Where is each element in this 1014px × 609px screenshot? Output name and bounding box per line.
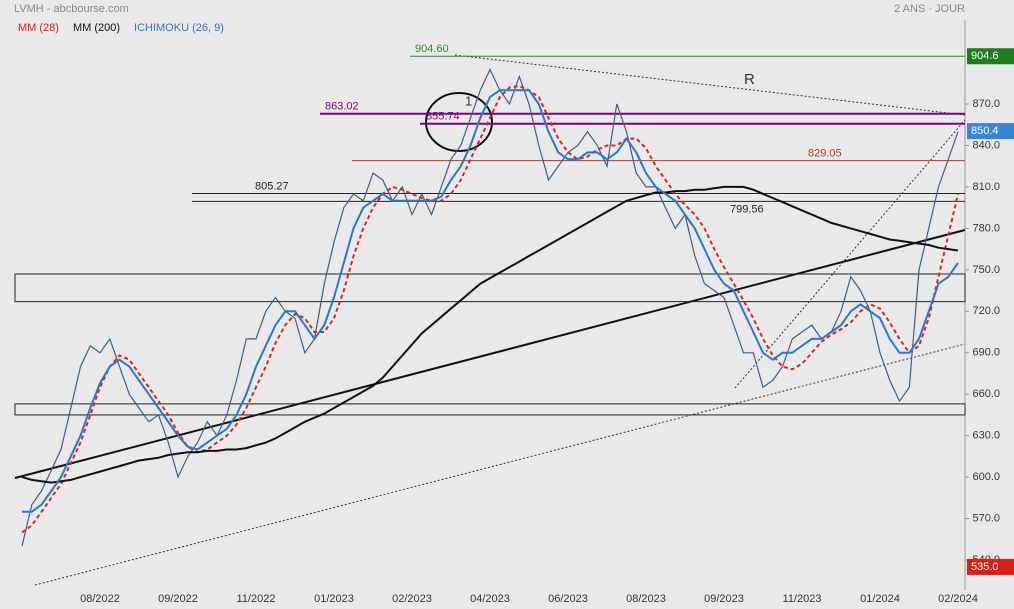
x-tick-label: 04/2023: [470, 593, 510, 605]
series-line: [21, 68, 959, 547]
price-badge-label: 850.4: [971, 125, 999, 137]
y-tick-label: 780.0: [972, 222, 1000, 234]
series-line: [22, 89, 959, 513]
y-tick-label: 570.0: [972, 512, 1000, 524]
level-label: 904.60: [415, 43, 449, 55]
x-tick-label: 09/2022: [158, 593, 198, 605]
level-label: 799.56: [730, 203, 764, 215]
y-tick-label: 630.0: [972, 430, 1000, 442]
level-label: 829.05: [808, 148, 842, 160]
level-label: 863.02: [325, 101, 359, 113]
level-label: 805.27: [255, 180, 289, 192]
series-line: [21, 185, 959, 484]
level-label: 855.74: [426, 111, 460, 123]
x-tick-label: 06/2023: [548, 593, 588, 605]
y-tick-label: 600.0: [972, 471, 1000, 483]
x-tick-label: 09/2023: [704, 593, 744, 605]
y-tick-label: 840.0: [972, 139, 1000, 151]
price-badge: [967, 123, 1014, 140]
x-tick-label: 11/2022: [237, 593, 276, 605]
price-badge-label: 535.0: [971, 561, 999, 573]
y-tick-label: 810.0: [972, 181, 1000, 193]
trend-line: [734, 119, 966, 389]
chart-subtitle: 2 ANS · JOUR: [894, 3, 965, 15]
legend-entry: MM (28): [18, 22, 59, 34]
y-tick-label: 720.0: [972, 305, 1000, 317]
x-tick-label: 01/2024: [860, 593, 900, 605]
x-tick-label: 08/2022: [80, 593, 120, 605]
trend-line: [34, 343, 966, 586]
highlight-circle: [425, 92, 493, 152]
x-tick-label: 02/2023: [392, 593, 432, 605]
legend-entry: MM (200): [73, 22, 120, 34]
price-badge-label: 904.6: [971, 50, 999, 62]
zone: [14, 273, 966, 303]
chart-title: LVMH - abcbourse.com: [14, 3, 129, 15]
x-tick-label: 01/2023: [314, 593, 354, 605]
series-line: [21, 85, 959, 534]
price-badge: [967, 558, 1014, 575]
annotation: R: [744, 71, 755, 88]
trend-line: [14, 229, 966, 479]
x-tick-label: 08/2023: [626, 593, 666, 605]
y-tick-label: 660.0: [972, 388, 1000, 400]
zone: [14, 403, 966, 416]
trend-line: [454, 54, 966, 116]
annotation: 1: [465, 93, 472, 108]
y-tick-label: 870.0: [972, 98, 1000, 110]
x-tick-label: 11/2023: [783, 593, 822, 605]
y-tick-label: 690.0: [972, 347, 1000, 359]
y-tick-label: 750.0: [972, 264, 1000, 276]
price-badge: [967, 48, 1014, 65]
legend-entry: ICHIMOKU (26, 9): [134, 22, 224, 34]
x-tick-label: 02/2024: [938, 593, 978, 605]
